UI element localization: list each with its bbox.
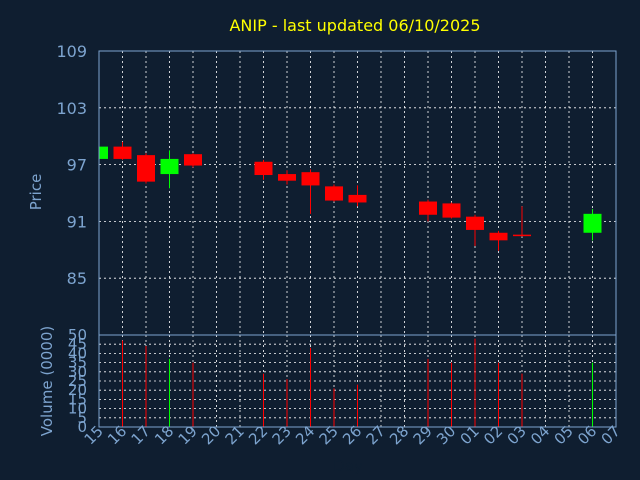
price-tick-label: 85 bbox=[67, 269, 87, 288]
candle-body bbox=[513, 234, 531, 237]
volume-axis-label: Volume (0000) bbox=[38, 326, 56, 436]
candle-body bbox=[254, 161, 273, 176]
candle-body bbox=[184, 154, 202, 166]
x-tick-label: 18 bbox=[151, 422, 177, 448]
x-tick-label: 23 bbox=[269, 422, 295, 448]
volume-tick-label: 10 bbox=[68, 400, 87, 418]
volume-tick-label: 40 bbox=[68, 344, 87, 362]
x-tick-label: 05 bbox=[551, 422, 577, 448]
volume-tick-label: 35 bbox=[68, 354, 87, 372]
volume-tick-label: 25 bbox=[68, 372, 87, 390]
price-tick-label: 91 bbox=[67, 212, 87, 231]
candle-body bbox=[419, 201, 437, 215]
x-tick-label: 29 bbox=[410, 422, 436, 448]
volume-tick-label: 50 bbox=[68, 326, 87, 344]
x-tick-label: 02 bbox=[480, 422, 506, 448]
candles bbox=[98, 141, 602, 251]
volume-tick-label: 15 bbox=[68, 390, 87, 408]
x-tick-label: 06 bbox=[574, 422, 600, 448]
volume-tick-label: 0 bbox=[77, 418, 87, 436]
volume-bars bbox=[122, 338, 593, 427]
x-tick-label: 07 bbox=[598, 422, 624, 448]
candle-body bbox=[99, 146, 108, 159]
x-tick-label: 17 bbox=[128, 422, 154, 448]
price-tick-label: 109 bbox=[56, 42, 87, 61]
price-tick-label: 103 bbox=[56, 99, 87, 118]
x-tick-label: 16 bbox=[104, 422, 130, 448]
x-tick-label: 01 bbox=[457, 422, 483, 448]
candle-body bbox=[489, 232, 508, 241]
x-tick-labels: 1516171819202122232425262728293001020304… bbox=[81, 422, 624, 448]
x-tick-label: 30 bbox=[433, 422, 459, 448]
candle-body bbox=[442, 203, 461, 218]
candle-body bbox=[325, 186, 343, 201]
x-tick-label: 24 bbox=[292, 422, 318, 448]
candle-body bbox=[160, 158, 179, 175]
x-tick-label: 04 bbox=[527, 422, 553, 448]
volume-panel-frame bbox=[98, 334, 617, 428]
candle-body bbox=[113, 146, 132, 159]
x-tick-label: 25 bbox=[316, 422, 342, 448]
volume-tick-label: 45 bbox=[68, 335, 87, 353]
price-tick-label: 97 bbox=[67, 156, 87, 175]
x-tick-label: 27 bbox=[363, 422, 389, 448]
volume-tick-label: 20 bbox=[68, 381, 87, 399]
x-tick-label: 20 bbox=[198, 422, 224, 448]
candle-body bbox=[137, 155, 155, 182]
volume-tick-label: 30 bbox=[68, 363, 87, 381]
candle-body bbox=[583, 213, 602, 233]
x-tick-label: 03 bbox=[504, 422, 530, 448]
x-tick-label: 22 bbox=[245, 422, 271, 448]
x-tick-label: 19 bbox=[175, 422, 201, 448]
price-tick-labels: 109 103 97 91 85 bbox=[56, 42, 87, 288]
candle-body bbox=[466, 216, 484, 230]
candle-body bbox=[348, 194, 367, 203]
volume-tick-label: 5 bbox=[77, 409, 87, 427]
x-tick-label: 26 bbox=[339, 422, 365, 448]
chart-title: ANIP - last updated 06/10/2025 bbox=[229, 16, 480, 35]
x-axis-label: Day bbox=[333, 457, 363, 475]
x-tick-label: 21 bbox=[222, 422, 248, 448]
candle-body bbox=[301, 172, 320, 186]
price-axis-label: Price bbox=[27, 174, 45, 211]
candle-body bbox=[278, 174, 296, 181]
x-tick-label: 28 bbox=[386, 422, 412, 448]
